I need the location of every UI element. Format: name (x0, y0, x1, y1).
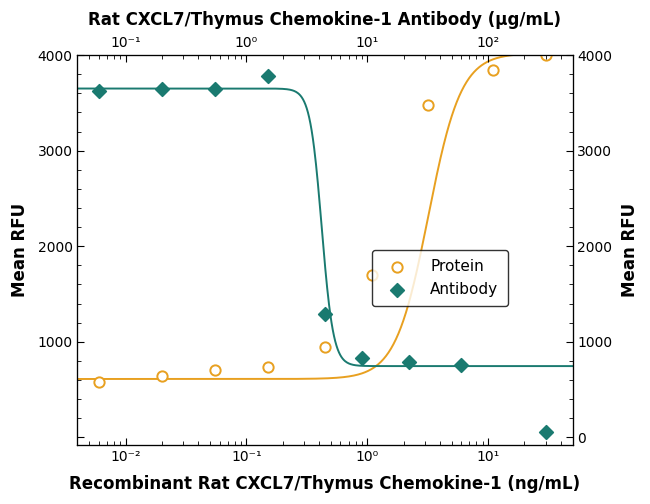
Y-axis label: Mean RFU: Mean RFU (621, 203, 639, 297)
Protein (541, 51, 551, 59)
Protein (210, 366, 220, 374)
Antibody (404, 358, 414, 366)
X-axis label: Recombinant Rat CXCL7/Thymus Chemokine-1 (ng/mL): Recombinant Rat CXCL7/Thymus Chemokine-1… (70, 475, 580, 493)
X-axis label: Rat CXCL7/Thymus Chemokine-1 Antibody (μg/mL): Rat CXCL7/Thymus Chemokine-1 Antibody (μ… (88, 11, 562, 29)
Antibody (320, 310, 331, 318)
Protein (94, 378, 104, 386)
Protein (423, 101, 434, 109)
Antibody (157, 86, 167, 94)
Antibody (263, 72, 273, 80)
Protein (488, 67, 499, 75)
Protein (263, 362, 273, 370)
Y-axis label: Mean RFU: Mean RFU (11, 203, 29, 297)
Antibody (94, 87, 104, 95)
Antibody (210, 86, 220, 94)
Protein (157, 372, 167, 380)
Protein (367, 271, 378, 279)
Antibody (541, 427, 551, 435)
Protein (320, 343, 331, 351)
Antibody (456, 361, 467, 369)
Legend: Protein, Antibody: Protein, Antibody (372, 250, 508, 306)
Antibody (356, 354, 367, 362)
